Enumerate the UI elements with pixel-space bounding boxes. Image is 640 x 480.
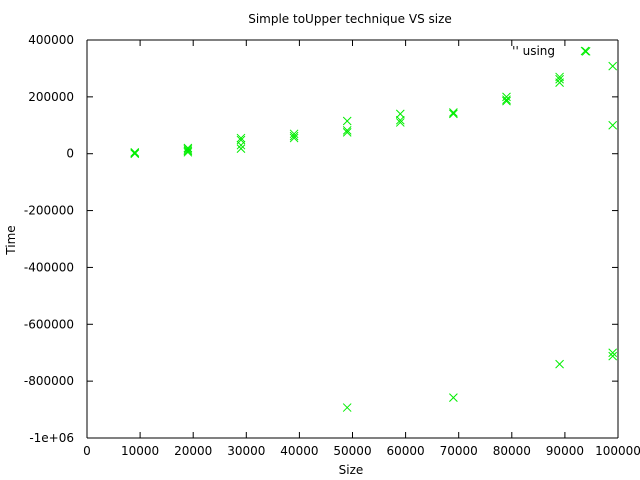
x-tick-label: 80000 bbox=[493, 444, 531, 458]
x-axis-ticks: 0 10000 20000 30000 40000 50000 60000 70000 8000… bbox=[83, 40, 640, 458]
data-point bbox=[608, 120, 618, 130]
y-axis-ticks: 400000 200000 0 -200000 -400000 -600000 -80000… bbox=[24, 33, 618, 445]
data-point bbox=[608, 351, 618, 361]
x-tick-label: 100000 bbox=[595, 444, 640, 458]
data-point bbox=[130, 149, 140, 159]
data-point bbox=[449, 108, 458, 117]
data-point bbox=[555, 74, 564, 84]
data-point bbox=[608, 348, 618, 358]
data-point bbox=[289, 131, 299, 141]
data-point bbox=[183, 145, 193, 154]
x-tick-label: 60000 bbox=[387, 444, 425, 458]
x-tick-label: 10000 bbox=[121, 444, 159, 458]
y-tick-label: 0 bbox=[66, 147, 74, 161]
data-point bbox=[183, 146, 193, 156]
data-point bbox=[608, 61, 618, 71]
y-tick-label: -600000 bbox=[24, 317, 74, 331]
legend-marker-x bbox=[580, 46, 590, 56]
data-point bbox=[130, 147, 140, 157]
x-axis-label: Size bbox=[339, 463, 364, 477]
y-tick-label: -400000 bbox=[24, 260, 74, 274]
legend-label: '' using bbox=[512, 44, 555, 58]
y-tick-label: -800000 bbox=[24, 374, 74, 388]
plot-frame bbox=[86, 39, 619, 439]
data-point bbox=[502, 96, 511, 106]
data-points bbox=[130, 47, 618, 412]
data-point bbox=[502, 92, 511, 102]
data-point bbox=[449, 393, 458, 402]
y-axis-label: Time bbox=[4, 225, 18, 255]
data-point bbox=[342, 116, 352, 126]
data-point bbox=[555, 359, 564, 369]
x-tick-label: 30000 bbox=[227, 444, 265, 458]
data-point bbox=[395, 115, 405, 125]
legend: '' using bbox=[512, 44, 590, 58]
data-point bbox=[236, 144, 246, 153]
data-point bbox=[555, 78, 564, 87]
x-tick-label: 90000 bbox=[546, 444, 584, 458]
data-point bbox=[183, 147, 193, 157]
data-point bbox=[395, 109, 405, 119]
data-point bbox=[502, 95, 511, 105]
data-point bbox=[289, 133, 299, 143]
data-point bbox=[236, 133, 246, 143]
y-tick-label: 400000 bbox=[28, 33, 74, 47]
x-tick-label: 20000 bbox=[174, 444, 212, 458]
x-tick-label: 70000 bbox=[440, 444, 478, 458]
data-point bbox=[289, 129, 299, 139]
y-tick-label: 200000 bbox=[28, 90, 74, 104]
chart-title: Simple toUpper technique VS size bbox=[248, 12, 452, 26]
y-tick-label: -200000 bbox=[24, 204, 74, 218]
data-point bbox=[183, 143, 193, 153]
x-tick-label: 50000 bbox=[333, 444, 371, 458]
x-tick-label: 40000 bbox=[280, 444, 318, 458]
data-point bbox=[236, 140, 246, 150]
data-point bbox=[342, 128, 352, 137]
data-point bbox=[342, 403, 352, 412]
x-tick-label: 0 bbox=[83, 444, 91, 458]
data-point bbox=[395, 118, 405, 127]
y-tick-label: -1e+06 bbox=[29, 431, 74, 445]
data-point bbox=[449, 109, 458, 119]
data-point bbox=[581, 47, 591, 56]
data-point bbox=[342, 126, 352, 135]
